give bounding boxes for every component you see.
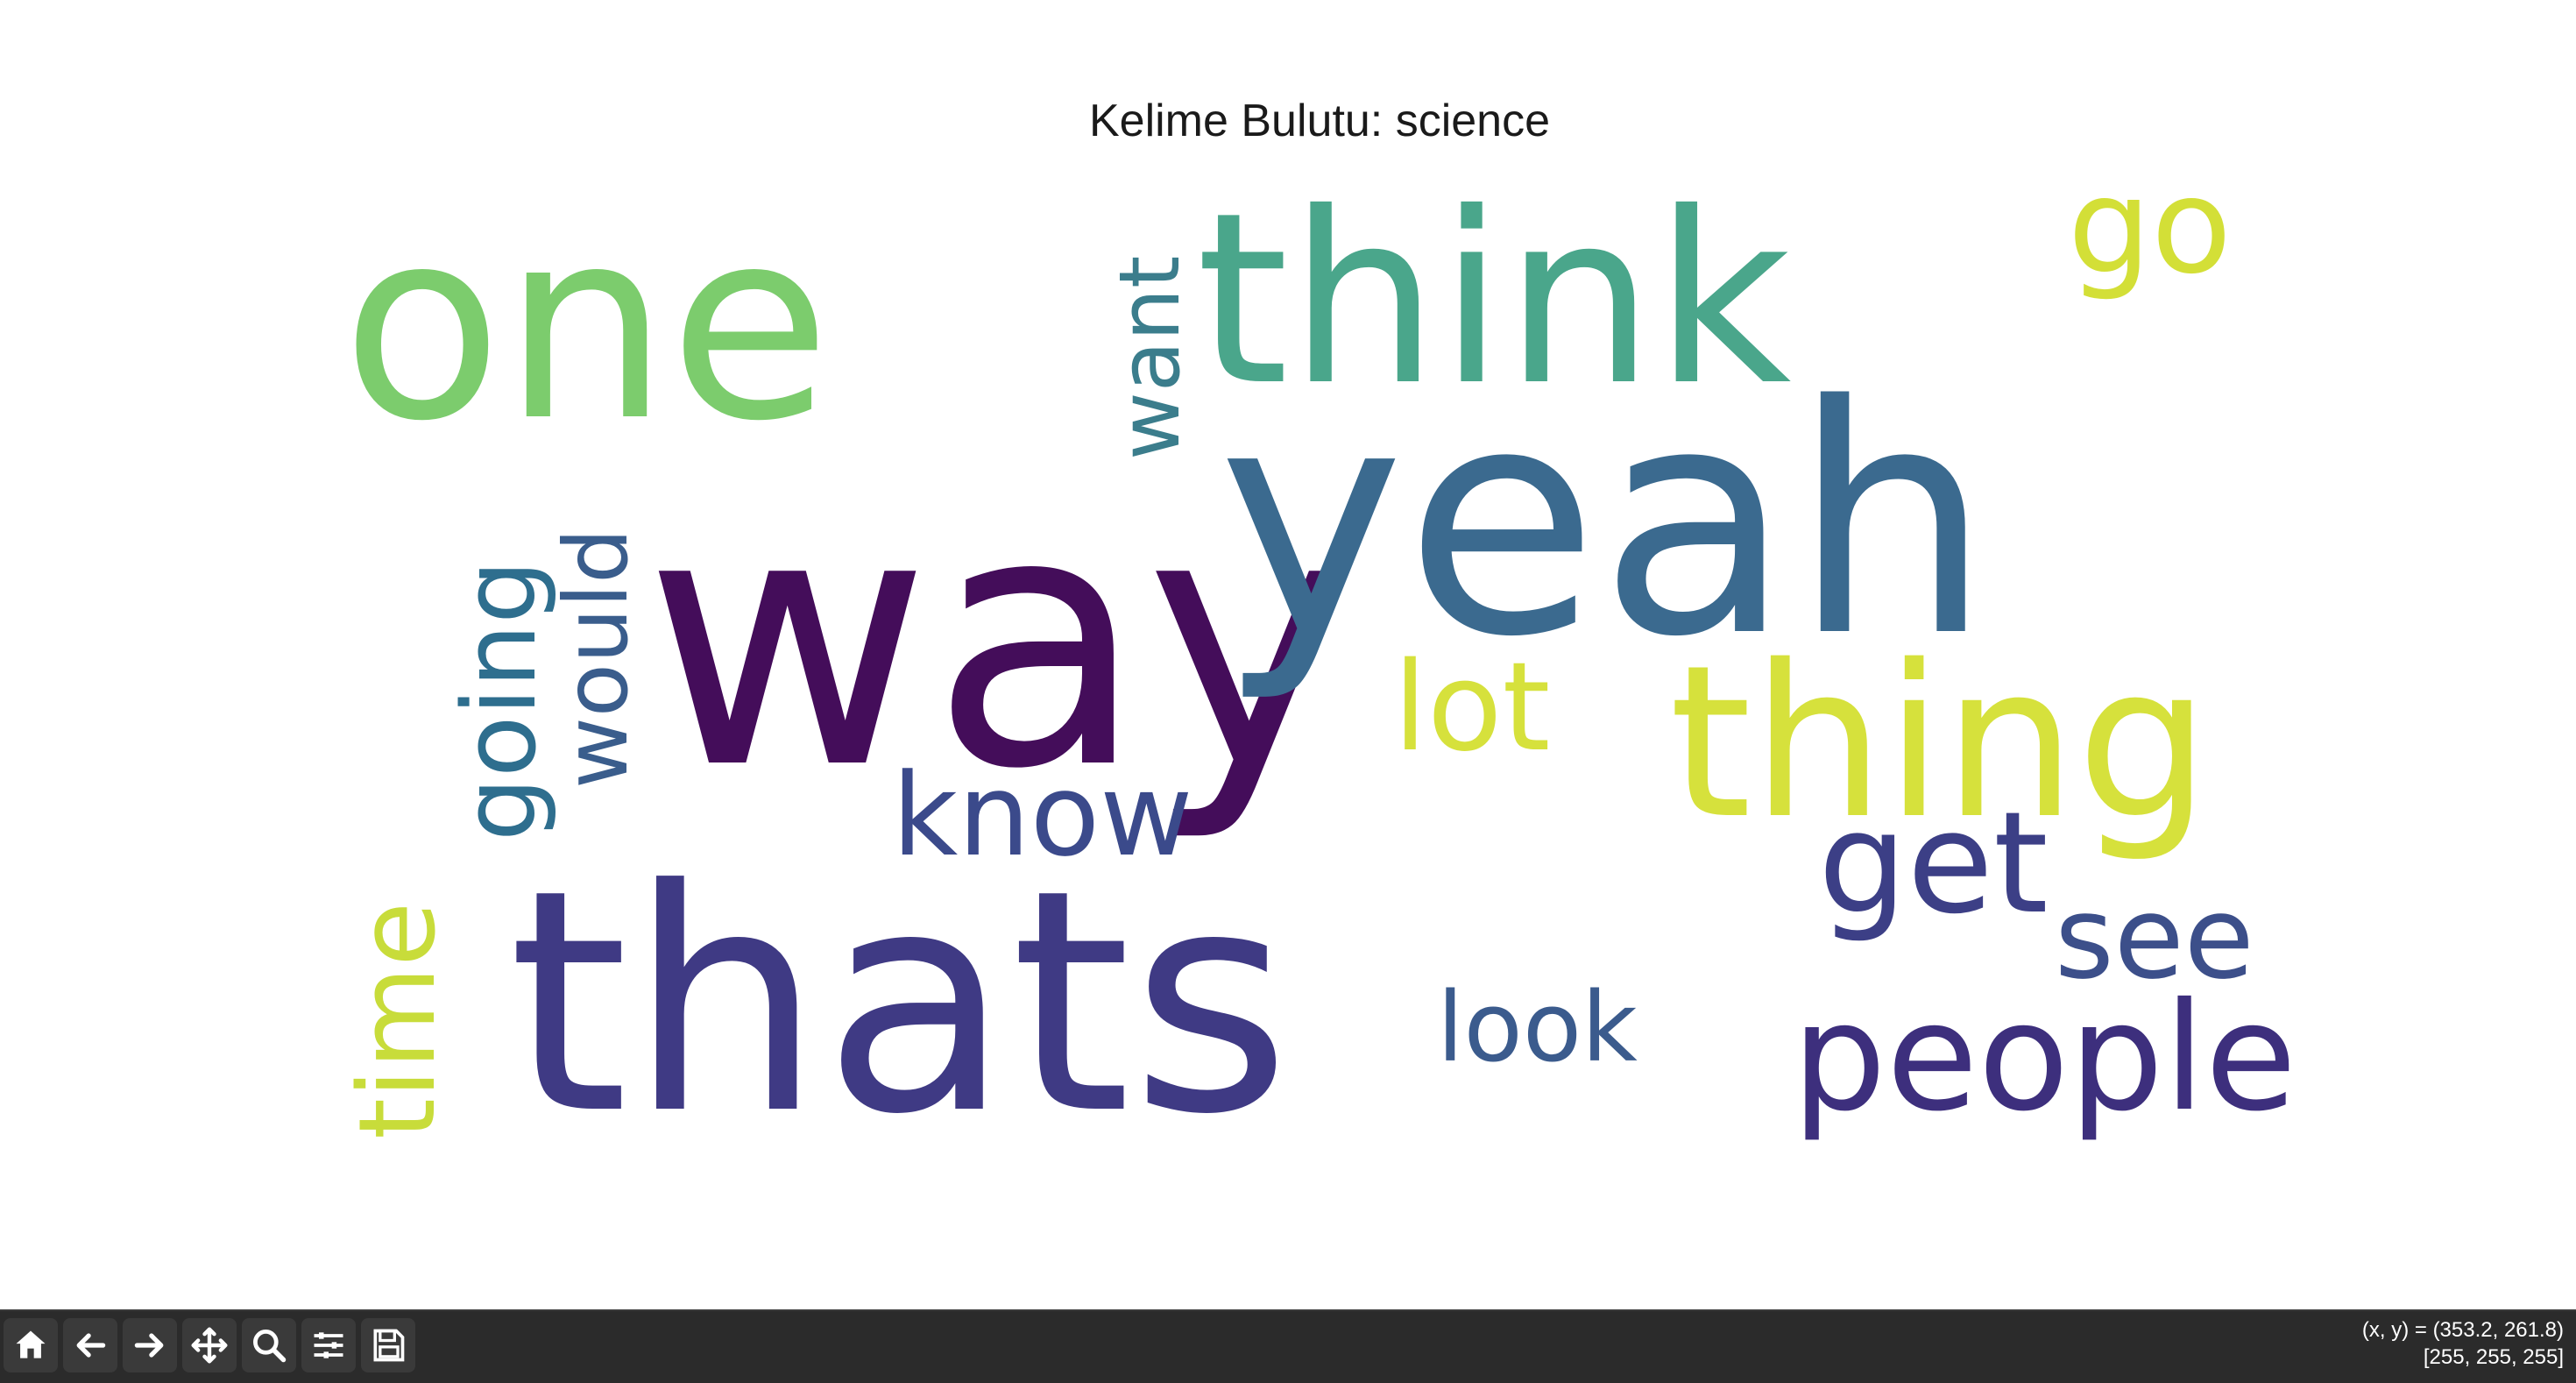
home-button[interactable] xyxy=(4,1318,58,1372)
word-time: time xyxy=(337,902,459,1139)
cursor-coordinates: (x, y) = (353.2, 261.8) xyxy=(2361,1318,2564,1342)
zoom-button[interactable] xyxy=(242,1318,296,1372)
forward-button[interactable] xyxy=(123,1318,177,1372)
word-look: look xyxy=(1437,971,1638,1083)
word-thats: thats xyxy=(508,824,1291,1181)
word-lot: lot xyxy=(1393,636,1550,779)
word-think: think xyxy=(1196,161,1791,437)
word-get: get xyxy=(1818,781,2049,945)
word-see: see xyxy=(2055,871,2254,1004)
pan-button[interactable] xyxy=(182,1318,237,1372)
home-icon xyxy=(16,1330,46,1358)
word-thing: thing xyxy=(1669,620,2210,865)
save-button[interactable] xyxy=(361,1318,415,1372)
sliders-icon xyxy=(314,1332,343,1358)
move-icon xyxy=(191,1327,228,1364)
arrow-right-icon xyxy=(134,1333,164,1358)
word-want: want xyxy=(1102,256,1199,460)
zoom-icon xyxy=(253,1330,287,1363)
pixel-value: [255, 255, 255] xyxy=(2423,1345,2564,1369)
word-going: going xyxy=(442,560,559,841)
arrow-left-icon xyxy=(76,1333,106,1358)
word-people: people xyxy=(1792,971,2296,1145)
navigation-toolbar: (x, y) = (353.2, 261.8) [255, 255, 255] xyxy=(0,1309,2576,1383)
word-would: would xyxy=(545,528,648,789)
word-way: way xyxy=(644,438,1353,846)
word-know: know xyxy=(892,748,1193,882)
word-yeah: yeah xyxy=(1218,338,1992,706)
configure-button[interactable] xyxy=(301,1318,356,1372)
save-icon xyxy=(373,1329,405,1362)
coordinate-readout: (x, y) = (353.2, 261.8) [255, 255, 255] xyxy=(2362,1316,2564,1371)
word-one: one xyxy=(342,173,831,479)
back-button[interactable] xyxy=(63,1318,117,1372)
figure-canvas[interactable]: Kelime Bulutu: science way thats yeah one th… xyxy=(0,0,2576,1309)
word-go: go xyxy=(2068,151,2232,303)
